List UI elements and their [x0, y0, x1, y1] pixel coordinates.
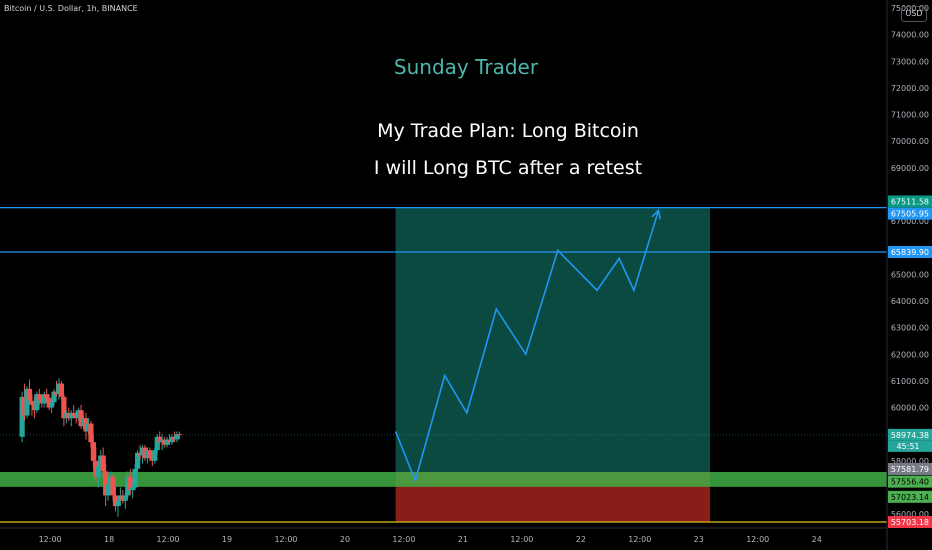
- countdown-badge: [888, 440, 932, 452]
- time-tick-label: 18: [104, 535, 114, 544]
- price-badge: [888, 490, 932, 503]
- candle-body-64: [176, 434, 182, 436]
- candle-body-10: [44, 394, 50, 399]
- price-badge-label: 58974.38: [891, 431, 929, 440]
- price-tick-label: 56000.00: [891, 510, 929, 519]
- price-tick-label: 58000.00: [891, 457, 929, 466]
- candle-body-35: [105, 484, 111, 496]
- time-tick-label: 12:00: [157, 535, 180, 544]
- candle-body-42: [122, 495, 128, 501]
- price-badge-label: 57023.14: [891, 493, 929, 502]
- price-badge-label: 65839.90: [891, 248, 929, 257]
- candle-body-12: [48, 402, 55, 408]
- candle-body-33: [100, 455, 106, 472]
- trade-plan-annotation: My Trade Plan: Long Bitcoin: [377, 120, 639, 142]
- symbol-title: Bitcoin / U.S. Dollar, 1h, BINANCE: [4, 4, 138, 13]
- candle-body-6: [34, 394, 40, 411]
- candle-body-29: [90, 442, 96, 461]
- price-tick-label: 65000.00: [891, 270, 929, 279]
- candle-body-39: [115, 500, 121, 507]
- candle-body-34: [103, 471, 109, 496]
- candle-body-37: [110, 476, 116, 496]
- price-badge: [888, 428, 932, 441]
- projection-path: [394, 210, 660, 484]
- time-tick-label: 12:00: [392, 535, 415, 544]
- retest-annotation: I will Long BTC after a retest: [373, 157, 643, 179]
- candle-body-0: [19, 396, 25, 437]
- price-tick-label: 71000.00: [891, 111, 929, 120]
- time-tick-label: 12:00: [628, 535, 651, 544]
- currency-button[interactable]: USD: [901, 6, 927, 22]
- candle-body-38: [112, 495, 119, 507]
- price-tick-label: 63000.00: [891, 324, 929, 333]
- price-tick-label: 74000.00: [891, 31, 929, 40]
- candle-body-54: [152, 450, 158, 461]
- price-badge: [888, 245, 932, 258]
- brand-annotation: Sunday Trader: [393, 55, 539, 79]
- profit-zone: [395, 207, 711, 472]
- countdown-label: 45:51: [896, 442, 919, 451]
- support-zone: [0, 471, 887, 487]
- price-badge: [888, 515, 932, 528]
- price-badge-label: 67511.58: [891, 197, 929, 206]
- time-tick-label: 12:00: [746, 535, 769, 544]
- candle-body-21: [71, 412, 77, 416]
- candle-body-45: [130, 487, 136, 491]
- candle-body-47: [134, 452, 141, 469]
- price-badge-label: 55703.18: [891, 518, 929, 527]
- time-tick-label: 22: [576, 535, 586, 544]
- price-badge: [888, 195, 932, 208]
- candle-body-7: [36, 394, 42, 400]
- price-tick-label: 67000.00: [891, 217, 929, 226]
- time-tick-label: 12:00: [274, 535, 297, 544]
- price-badge: [888, 475, 932, 488]
- candle-body-46: [132, 468, 138, 488]
- price-tick-label: 64000.00: [891, 297, 929, 306]
- candle-body-31: [95, 466, 101, 477]
- time-tick-label: 12:00: [39, 535, 62, 544]
- price-tick-label: 72000.00: [891, 84, 929, 93]
- candle-body-2: [24, 388, 30, 416]
- price-tick-label: 73000.00: [891, 57, 929, 66]
- candle-body-52: [147, 450, 153, 459]
- candle-body-17: [61, 396, 67, 419]
- price-badge: [888, 462, 932, 475]
- candle-body-9: [41, 394, 47, 404]
- time-tick-label: 12:00: [510, 535, 533, 544]
- candle-body-28: [88, 423, 94, 443]
- time-tick-label: 21: [458, 535, 468, 544]
- price-tick-label: 75000.00: [891, 4, 929, 13]
- price-badge-label: 57581.79: [891, 465, 929, 474]
- time-tick-label: 20: [340, 535, 350, 544]
- candle-body-4: [29, 400, 35, 405]
- price-tick-label: 70000.00: [891, 137, 929, 146]
- price-tick-label: 62000.00: [891, 350, 929, 359]
- candle-body-63: [174, 434, 180, 440]
- price-badge-label: 57556.40: [891, 478, 929, 487]
- time-tick-label: 24: [812, 535, 822, 544]
- candle-body-13: [51, 391, 57, 403]
- candle-body-3: [26, 388, 33, 401]
- candle-body-55: [154, 436, 160, 451]
- time-tick-label: 19: [222, 535, 232, 544]
- time-tick-label: 23: [694, 535, 704, 544]
- price-tick-label: 69000.00: [891, 164, 929, 173]
- price-badge-label: 67505.95: [891, 210, 929, 219]
- projection-arrow-head: [651, 208, 662, 220]
- candle-body-44: [127, 476, 133, 491]
- price-axis-panel: [887, 0, 932, 550]
- price-tick-label: 61000.00: [891, 377, 929, 386]
- price-badge: [888, 207, 932, 220]
- candle-body-16: [58, 383, 65, 397]
- price-tick-label: 60000.00: [891, 404, 929, 413]
